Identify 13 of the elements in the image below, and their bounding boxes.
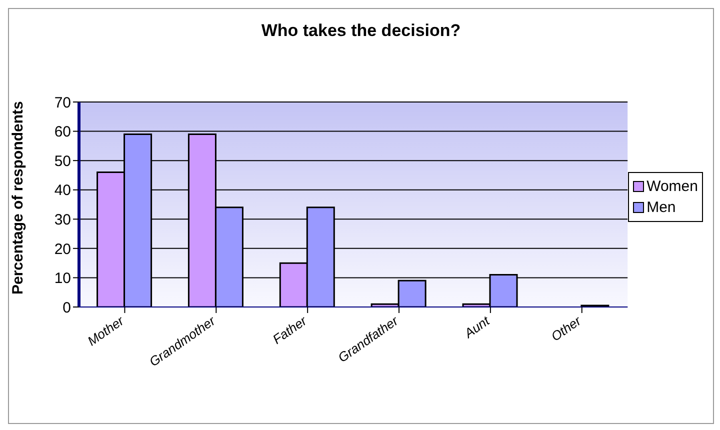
legend-label: Men	[646, 198, 676, 218]
y-tick-label: 40	[54, 182, 71, 200]
y-tick-label: 10	[54, 270, 71, 288]
y-tick-label: 20	[54, 240, 71, 258]
y-tick-label: 60	[54, 124, 71, 141]
x-tick-label: Aunt	[460, 312, 494, 342]
chart-title: Who takes the decision?	[260, 21, 462, 41]
y-tick-label: 30	[54, 211, 71, 228]
y-tick-label: 0	[62, 299, 71, 316]
y-tick-label: 50	[54, 152, 71, 170]
y-tick-label: 70	[54, 94, 71, 112]
legend-label: Women	[646, 177, 698, 197]
y-axis-title: Percentage of respondents	[9, 101, 26, 294]
